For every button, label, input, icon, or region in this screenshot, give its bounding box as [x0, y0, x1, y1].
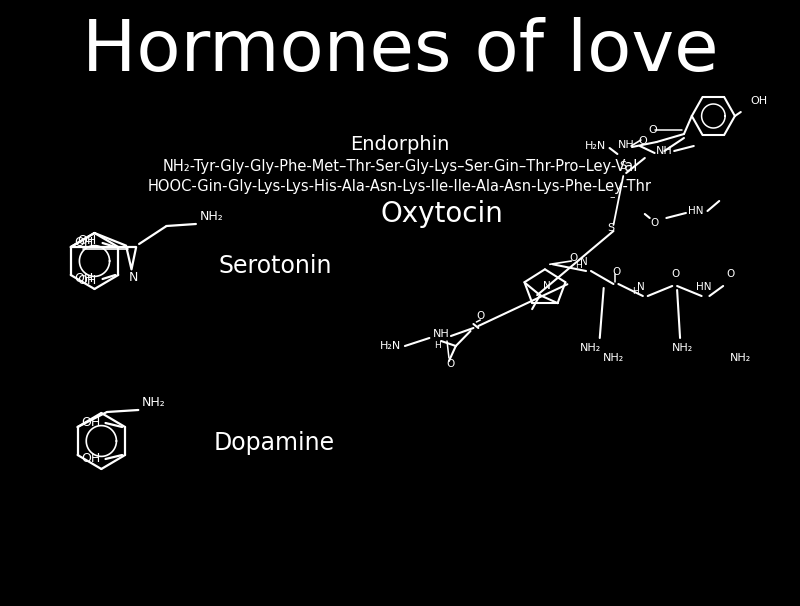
Text: HOOC-Gin-Gly-Lys-Lys-His-Ala-Asn-Lys-Ile-Ile-Ala-Asn-Lys-Phe-Ley-Thr: HOOC-Gin-Gly-Lys-Lys-His-Ala-Asn-Lys-Ile… — [148, 179, 652, 193]
Text: N: N — [580, 257, 588, 267]
Text: H: H — [434, 342, 441, 350]
Text: N: N — [637, 282, 645, 292]
Text: NH: NH — [656, 146, 673, 156]
Text: O: O — [648, 125, 657, 135]
Text: NH₂-Tyr-Gly-Gly-Phe-Met–Thr-Ser-Gly-Lys–Ser-Gin–Thr-Pro–Ley-Val: NH₂-Tyr-Gly-Gly-Phe-Met–Thr-Ser-Gly-Lys–… — [162, 159, 638, 173]
Text: NH₂: NH₂ — [730, 353, 751, 363]
Text: O: O — [446, 359, 455, 369]
Text: NH: NH — [433, 329, 450, 339]
Text: Dopamine: Dopamine — [214, 431, 335, 455]
Text: NH₂: NH₂ — [580, 343, 602, 353]
Text: O: O — [476, 311, 485, 321]
Text: NH: NH — [618, 140, 634, 150]
Text: O: O — [638, 136, 647, 146]
Text: –: – — [610, 192, 615, 202]
Text: OH: OH — [74, 273, 94, 285]
Text: NH₂: NH₂ — [142, 396, 166, 408]
Text: OH: OH — [78, 273, 97, 287]
Text: O: O — [650, 218, 658, 228]
Text: OH: OH — [750, 96, 768, 106]
Text: N: N — [129, 271, 138, 284]
Text: HN: HN — [688, 206, 703, 216]
Text: N: N — [543, 281, 550, 291]
Text: S: S — [620, 161, 627, 171]
Text: NH₂: NH₂ — [603, 353, 624, 363]
Text: S: S — [607, 223, 614, 233]
Text: NH₂: NH₂ — [671, 343, 693, 353]
Text: Hormones of love: Hormones of love — [82, 16, 718, 85]
Text: OH: OH — [81, 416, 101, 428]
Text: NH₂: NH₂ — [200, 210, 223, 222]
Text: OH: OH — [78, 235, 97, 247]
Text: H₂N: H₂N — [586, 141, 606, 151]
Text: Endorphin: Endorphin — [350, 135, 450, 153]
Text: H: H — [575, 262, 582, 270]
Text: OH: OH — [74, 236, 94, 248]
Text: H: H — [632, 287, 638, 296]
Text: OH: OH — [81, 453, 101, 465]
Text: O: O — [671, 269, 679, 279]
Text: Serotonin: Serotonin — [219, 254, 332, 278]
Text: HN: HN — [696, 282, 711, 292]
Text: O: O — [612, 267, 621, 277]
Text: O: O — [727, 269, 735, 279]
Text: Oxytocin: Oxytocin — [381, 200, 503, 228]
Text: O: O — [569, 253, 578, 263]
Text: H₂N: H₂N — [379, 341, 401, 351]
